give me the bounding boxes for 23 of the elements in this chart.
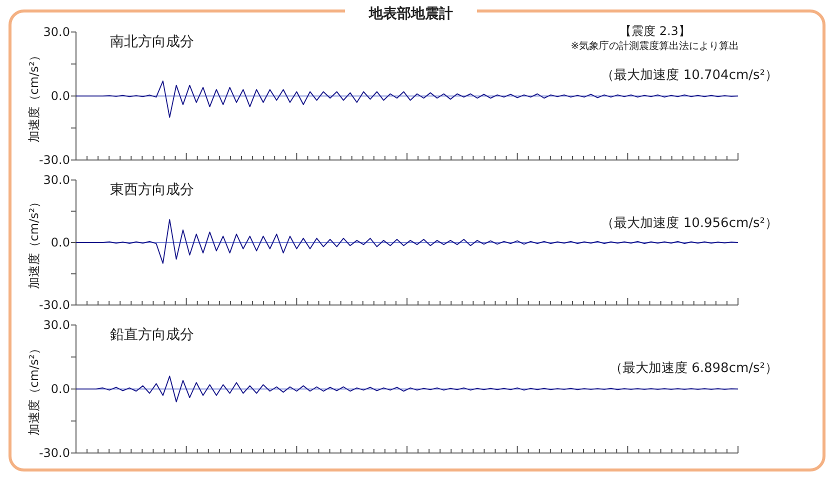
text: 地表部地震計	[368, 5, 453, 22]
chart-title: 鉛直方向成分	[110, 327, 194, 343]
y-tick-label: -30.0	[38, 446, 70, 460]
chart-title: 東西方向成分	[110, 182, 194, 198]
annotation: ※気象庁の計測震度算出法により算出	[570, 40, 740, 52]
annotation: （最大加速度 10.704cm/s²）	[601, 67, 778, 83]
line-series	[76, 376, 738, 402]
y-axis-title: 加速度（cm/s²）	[27, 49, 41, 143]
line-series	[76, 80, 738, 118]
y-tick-label: -30.0	[38, 153, 70, 167]
annotation: 【震度 2.3】	[620, 24, 690, 38]
annotation: （最大加速度 10.956cm/s²）	[601, 215, 778, 231]
y-tick-label: 30.0	[43, 318, 70, 332]
annotation: （最大加速度 6.898cm/s²）	[609, 360, 778, 376]
y-tick-label: 30.0	[43, 25, 70, 39]
y-tick-label: 0.0	[50, 89, 70, 103]
y-tick-label: 30.0	[43, 173, 70, 187]
y-axis-title: 加速度（cm/s²）	[27, 342, 41, 436]
chart-title: 南北方向成分	[110, 34, 194, 50]
y-tick-label: 0.0	[50, 236, 70, 250]
y-tick-label: 0.0	[50, 382, 70, 396]
y-axis-title: 加速度（cm/s²）	[27, 196, 41, 290]
y-tick-label: -30.0	[38, 298, 70, 312]
